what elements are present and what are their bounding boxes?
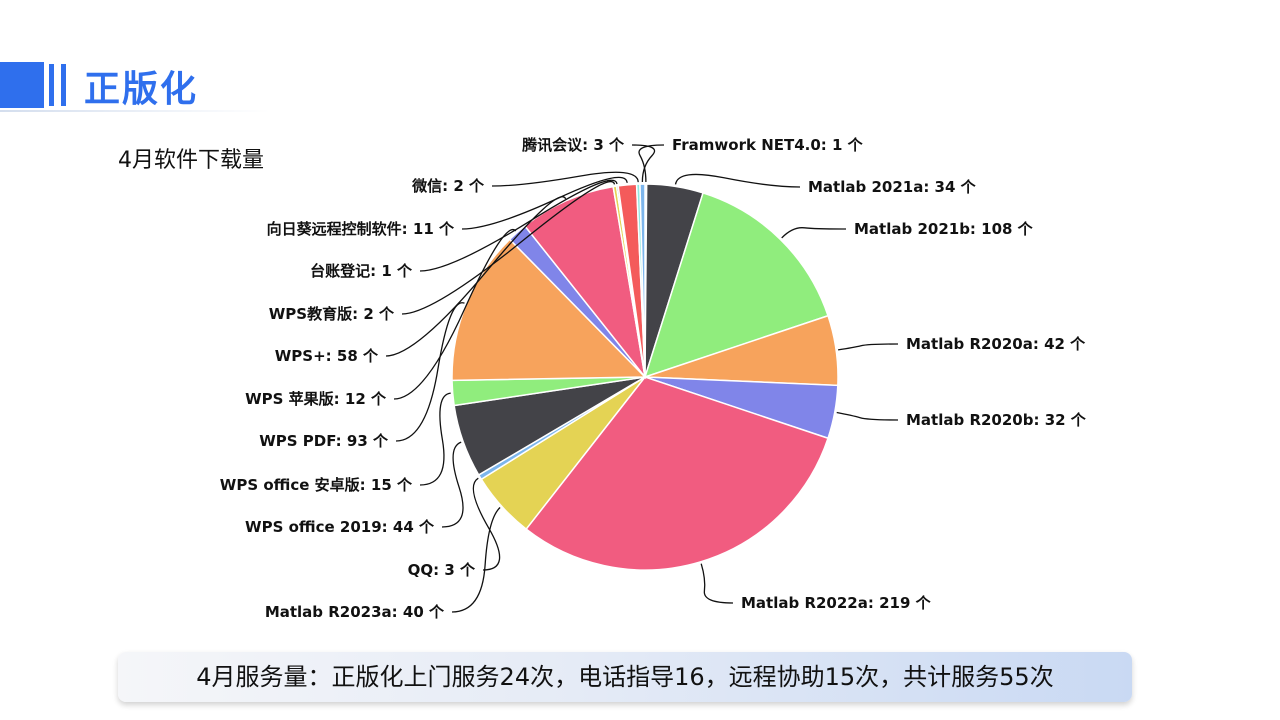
pie-slices <box>451 183 839 571</box>
chart-title: 4月软件下载量 <box>118 148 264 173</box>
label-connector <box>700 563 734 604</box>
label-connector <box>781 227 847 239</box>
slice-label: WPS 苹果版: 12 个 <box>245 390 387 408</box>
slice-label: WPS PDF: 93 个 <box>259 432 389 450</box>
label-connector <box>674 173 801 188</box>
slice-label: 腾讯会议: 3 个 <box>521 136 625 154</box>
slice-label: Framwork NET4.0: 1 个 <box>672 136 864 154</box>
summary-text: 4月服务量：正版化上门服务24次，电话指导16，远程协助15次，共计服务55次 <box>196 663 1054 691</box>
slice-label: QQ: 3 个 <box>408 561 476 579</box>
slice-label: WPS+: 58 个 <box>275 347 379 365</box>
slice-label: WPS教育版: 2 个 <box>269 305 395 323</box>
slice-label: 台账登记: 1 个 <box>310 262 413 280</box>
slice-label: 微信: 2 个 <box>411 177 485 195</box>
data-labels: Framwork NET4.0: 1 个 Matlab 2021a: 34 个 Ma… <box>220 136 1087 621</box>
label-connector <box>461 176 628 230</box>
pie-slice <box>639 183 646 378</box>
label-connector <box>419 179 618 272</box>
label-connector <box>836 411 899 421</box>
label-connector <box>631 144 656 183</box>
label-connector <box>472 477 501 571</box>
slice-label: 向日葵远程控制软件: 11 个 <box>267 220 455 238</box>
summary-banner: 4月服务量：正版化上门服务24次，电话指导16，远程协助15次，共计服务55次 <box>118 652 1132 702</box>
label-connector <box>419 392 451 486</box>
label-connector <box>401 180 616 315</box>
header-underline <box>0 110 270 112</box>
label-connectors <box>385 144 899 613</box>
label-connector <box>451 507 501 613</box>
label-connector <box>441 441 464 528</box>
slice-label: Matlab R2022a: 219 个 <box>741 594 932 612</box>
slice-label: Matlab 2021a: 34 个 <box>808 178 977 196</box>
pie-slice <box>525 376 829 571</box>
label-connector <box>838 343 899 351</box>
slice-label: Matlab R2020a: 42 个 <box>906 335 1086 353</box>
header-accent-block <box>0 62 44 108</box>
slice-label: WPS office 安卓版: 15 个 <box>220 476 413 494</box>
page-title: 正版化 <box>84 69 199 110</box>
pie-slice <box>523 185 647 380</box>
slice-label: Matlab R2020b: 32 个 <box>906 411 1087 429</box>
label-connector <box>638 144 665 183</box>
header-accent-bar <box>61 64 66 106</box>
header-accent-bar <box>49 64 54 106</box>
label-connector <box>393 229 517 400</box>
slice-label: WPS office 2019: 44 个 <box>245 518 435 536</box>
slice-label: Matlab 2021b: 108 个 <box>854 220 1034 238</box>
label-connector <box>491 171 639 187</box>
slice-label: Matlab R2023a: 40 个 <box>265 603 445 621</box>
